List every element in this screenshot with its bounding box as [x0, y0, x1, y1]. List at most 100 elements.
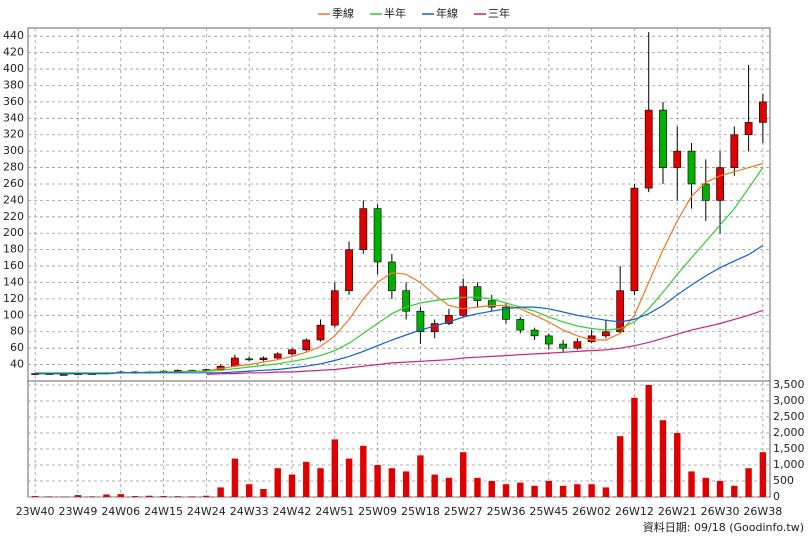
- volume-bar: [74, 495, 82, 497]
- x-tick-label: 25W27: [444, 505, 483, 518]
- volume-bar: [659, 420, 667, 497]
- candle-body: [730, 134, 739, 168]
- volume-bar: [46, 496, 53, 497]
- y-tick-label: 340: [3, 111, 24, 124]
- candle-body: [559, 343, 567, 349]
- y2-tick-label: 3,000: [773, 394, 805, 407]
- volume-bar: [331, 439, 338, 497]
- volume-bar: [716, 481, 724, 497]
- y-tick-label: 40: [10, 358, 24, 371]
- candle-body: [487, 300, 496, 308]
- volume-bar: [288, 474, 296, 497]
- volume-bar: [674, 433, 681, 497]
- volume-bar: [474, 477, 481, 497]
- volume-bar: [616, 436, 624, 497]
- volume-bar: [103, 494, 110, 497]
- volume-bar: [460, 452, 467, 497]
- candle-body: [302, 339, 311, 351]
- x-tick-label: 24W24: [187, 505, 226, 518]
- x-tick-label: 24W33: [230, 505, 269, 518]
- ma-line: [35, 167, 764, 374]
- x-tick-label: 23W40: [16, 505, 55, 518]
- candle-body: [59, 374, 68, 376]
- candle-body: [616, 290, 625, 333]
- volume-bar: [588, 484, 595, 497]
- volume-bar: [374, 465, 381, 497]
- y2-tick-label: 1,500: [773, 442, 805, 455]
- legend-label: 季線: [332, 6, 354, 20]
- candle-body: [316, 324, 325, 341]
- candle-body: [473, 286, 482, 301]
- candle-body: [630, 187, 639, 291]
- y2-tick-label: 2,500: [773, 410, 805, 423]
- candle-body: [373, 208, 382, 263]
- x-tick-label: 26W38: [743, 505, 782, 518]
- volume-bar: [31, 496, 39, 497]
- volume-bar: [245, 484, 253, 497]
- candle-body: [530, 329, 539, 337]
- volume-bar: [160, 496, 167, 497]
- candle-body: [245, 358, 254, 361]
- candle-body: [573, 341, 582, 349]
- candle-body: [330, 290, 339, 326]
- volume-bar: [345, 458, 353, 497]
- ma-line: [206, 309, 764, 375]
- x-tick-label: 24W51: [315, 505, 354, 518]
- candle-body: [744, 122, 753, 136]
- y-tick-label: 220: [3, 210, 24, 223]
- y-tick-label: 240: [3, 193, 24, 206]
- y-tick-label: 360: [3, 95, 24, 108]
- y-tick-label: 440: [3, 29, 24, 42]
- volume-bar: [274, 468, 281, 497]
- y-tick-label: 120: [3, 292, 24, 305]
- y-tick-label: 320: [3, 128, 24, 141]
- volume-bar: [759, 452, 767, 497]
- x-tick-label: 23W49: [59, 505, 98, 518]
- volume-bar: [645, 385, 652, 497]
- candle-body: [273, 353, 282, 359]
- volume-bar: [702, 477, 709, 497]
- volume-bar: [531, 485, 538, 497]
- candle-body: [673, 150, 682, 168]
- volume-bar: [174, 496, 182, 497]
- candle-body: [402, 290, 411, 312]
- volume-bar: [188, 496, 196, 497]
- candle-body: [516, 319, 525, 331]
- volume-bar: [688, 471, 695, 497]
- candle-body: [644, 109, 653, 189]
- candle-body: [231, 357, 239, 367]
- volume-bar: [146, 495, 153, 497]
- x-tick-label: 25W45: [529, 505, 568, 518]
- candle-body: [659, 109, 667, 168]
- legend-label: 年線: [436, 6, 458, 20]
- y-tick-label: 100: [3, 308, 24, 321]
- candle-body: [701, 183, 710, 201]
- x-tick-label: 25W36: [487, 505, 526, 518]
- y2-tick-label: 0: [773, 490, 780, 503]
- x-tick-label: 24W06: [101, 505, 140, 518]
- y2-tick-label: 500: [773, 474, 794, 487]
- volume-bar: [431, 474, 438, 497]
- candle-body: [459, 286, 468, 316]
- y-tick-label: 160: [3, 259, 24, 272]
- x-tick-label: 26W30: [701, 505, 740, 518]
- candle-body: [359, 208, 368, 250]
- ma-line: [35, 244, 764, 375]
- volume-bar: [631, 397, 638, 497]
- y-tick-label: 380: [3, 78, 24, 91]
- candle-body: [502, 306, 510, 320]
- y-tick-label: 80: [10, 325, 24, 338]
- x-tick-label: 25W09: [358, 505, 397, 518]
- y-tick-label: 60: [10, 341, 24, 354]
- legend-label: 三年: [488, 6, 510, 20]
- volume-bar: [517, 482, 524, 497]
- x-tick-label: 24W42: [273, 505, 312, 518]
- volume-panel: [27, 380, 771, 498]
- y2-tick-label: 2,000: [773, 426, 805, 439]
- volume-bar: [388, 468, 396, 497]
- volume-bar: [602, 487, 610, 497]
- y-tick-label: 280: [3, 161, 24, 174]
- volume-bar: [731, 485, 738, 497]
- volume-bar: [217, 487, 224, 497]
- y2-tick-label: 1,000: [773, 458, 805, 471]
